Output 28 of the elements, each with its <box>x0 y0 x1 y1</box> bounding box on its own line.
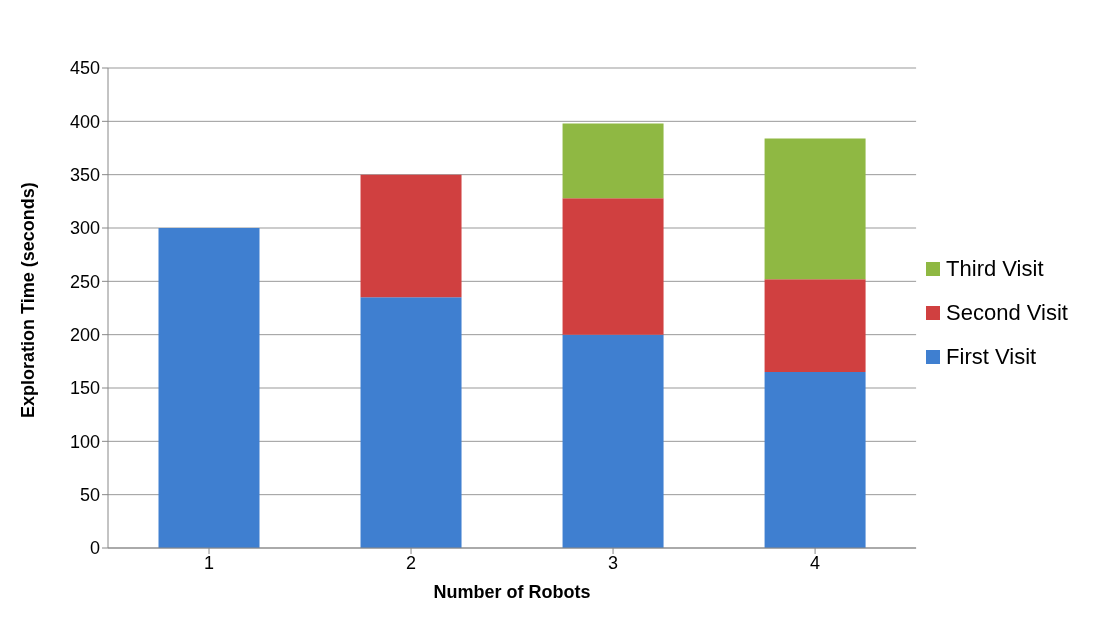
bar <box>562 123 664 199</box>
y-tick-label: 400 <box>69 111 100 132</box>
bar <box>360 297 462 548</box>
y-tick-label: 350 <box>69 165 100 186</box>
y-tick-label: 100 <box>69 431 100 452</box>
x-tick-label: 3 <box>608 552 619 573</box>
bar <box>562 334 664 548</box>
y-tick-label: 250 <box>69 271 100 292</box>
y-tick-label: 50 <box>79 485 100 506</box>
y-tick-label: 300 <box>69 218 100 239</box>
bar <box>764 138 866 280</box>
legend-label: Second Visit <box>946 300 1068 326</box>
x-axis-title: Number of Robots <box>433 582 591 602</box>
y-tick-label: 200 <box>69 325 100 346</box>
bar <box>360 174 462 298</box>
bar <box>158 228 260 548</box>
y-axis-title: Exploration Time (seconds) <box>18 182 39 418</box>
x-tick-label: 1 <box>204 552 215 573</box>
bar <box>562 198 664 335</box>
bar <box>764 372 866 548</box>
legend-label: First Visit <box>946 344 1037 370</box>
y-tick-label: 450 <box>69 58 100 79</box>
legend-label: Third Visit <box>946 256 1044 282</box>
y-tick-label: 150 <box>69 378 100 399</box>
bar <box>764 279 866 372</box>
x-tick-label: 2 <box>406 552 417 573</box>
y-tick-label: 0 <box>89 538 100 559</box>
x-tick-label: 4 <box>810 552 821 573</box>
